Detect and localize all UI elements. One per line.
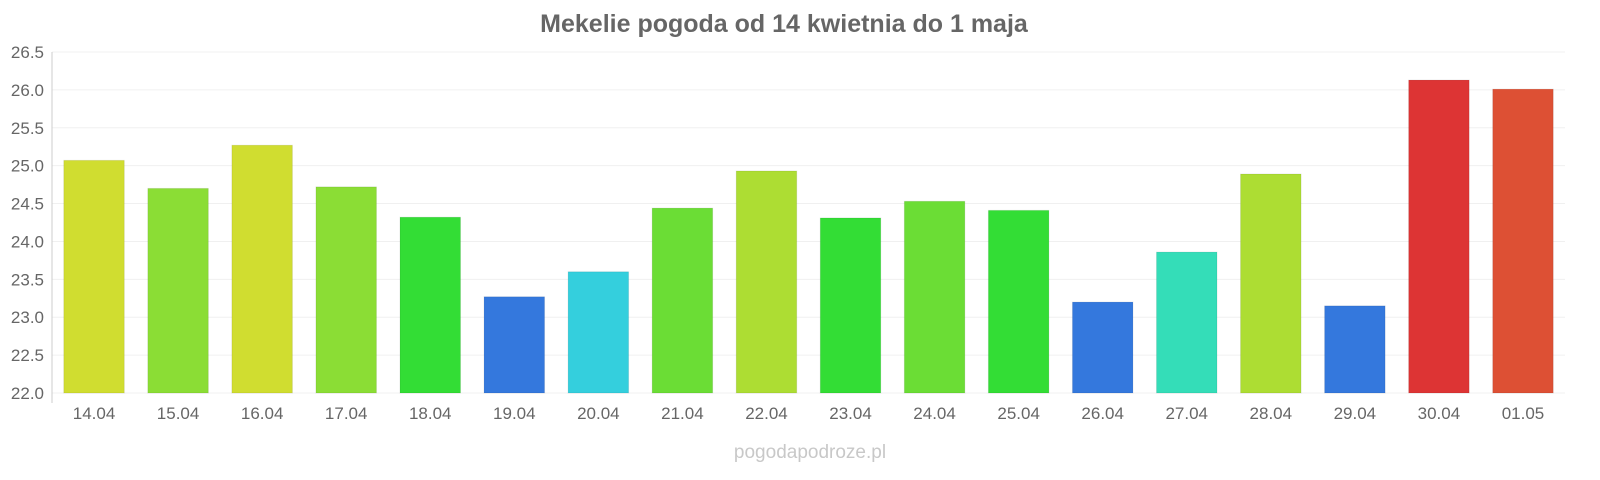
watermark: pogodapodroze.pl bbox=[734, 442, 886, 463]
y-tick-label: 24.0 bbox=[11, 232, 44, 251]
x-tick-label: 18.04 bbox=[409, 404, 452, 423]
y-tick-label: 24.5 bbox=[11, 195, 44, 214]
bar-27.04 bbox=[1155, 251, 1218, 394]
bar-25.04 bbox=[987, 209, 1050, 394]
grid bbox=[52, 51, 1565, 394]
x-tick-label: 17.04 bbox=[325, 404, 368, 423]
x-tick-label: 21.04 bbox=[661, 404, 704, 423]
y-tick-label: 22.5 bbox=[11, 346, 44, 365]
bar-15.04 bbox=[147, 187, 209, 394]
x-tick-label: 30.04 bbox=[1418, 404, 1461, 423]
x-tick-label: 28.04 bbox=[1250, 404, 1293, 423]
x-tick-label: 22.04 bbox=[745, 404, 788, 423]
bar-22.04 bbox=[735, 170, 798, 394]
bar-19.04 bbox=[483, 296, 546, 394]
y-tick-label: 23.5 bbox=[11, 270, 44, 289]
bar-16.04 bbox=[231, 144, 293, 394]
bar-14.04 bbox=[63, 159, 125, 394]
x-tick-label: 15.04 bbox=[157, 404, 200, 423]
bar-18.04 bbox=[399, 216, 462, 394]
y-tick-label: 25.0 bbox=[11, 157, 44, 176]
x-tick-label: 26.04 bbox=[1081, 404, 1124, 423]
y-axis: 22.0 22.5 23.0 23.5 24.0 24.5 25.0 25.5 26.0 26.5 bbox=[11, 43, 53, 403]
bar-29.04 bbox=[1324, 305, 1386, 394]
x-tick-label: 27.04 bbox=[1165, 404, 1208, 423]
x-tick-label: 19.04 bbox=[493, 404, 536, 423]
x-tick-label: 23.04 bbox=[829, 404, 872, 423]
bar-30.04 bbox=[1408, 79, 1470, 394]
x-tick-label: 24.04 bbox=[913, 404, 956, 423]
bar-24.04 bbox=[903, 200, 966, 394]
x-tick-label: 16.04 bbox=[241, 404, 284, 423]
x-tick-label: 01.05 bbox=[1502, 404, 1545, 423]
y-tick-label: 26.5 bbox=[11, 43, 44, 62]
bar-26.04 bbox=[1071, 301, 1134, 394]
bar-01.05 bbox=[1492, 88, 1554, 394]
x-tick-label: 14.04 bbox=[73, 404, 116, 423]
bar-23.04 bbox=[819, 217, 882, 394]
x-tick-label: 20.04 bbox=[577, 404, 620, 423]
bars bbox=[63, 79, 1554, 394]
bar-21.04 bbox=[651, 207, 714, 394]
y-tick-label: 26.0 bbox=[11, 81, 44, 100]
chart-title: Mekelie pogoda od 14 kwietnia do 1 maja bbox=[540, 10, 1029, 38]
bar-28.04 bbox=[1240, 173, 1302, 394]
y-tick-label: 22.0 bbox=[11, 384, 44, 403]
bar-20.04 bbox=[567, 271, 630, 394]
y-tick-label: 25.5 bbox=[11, 119, 44, 138]
bar-17.04 bbox=[315, 186, 377, 394]
x-axis: 14.04 15.04 16.04 17.04 18.04 19.04 20.04 21.04… bbox=[73, 404, 1544, 423]
x-tick-label: 25.04 bbox=[997, 404, 1040, 423]
x-tick-label: 29.04 bbox=[1334, 404, 1377, 423]
y-tick-label: 23.0 bbox=[11, 308, 44, 327]
